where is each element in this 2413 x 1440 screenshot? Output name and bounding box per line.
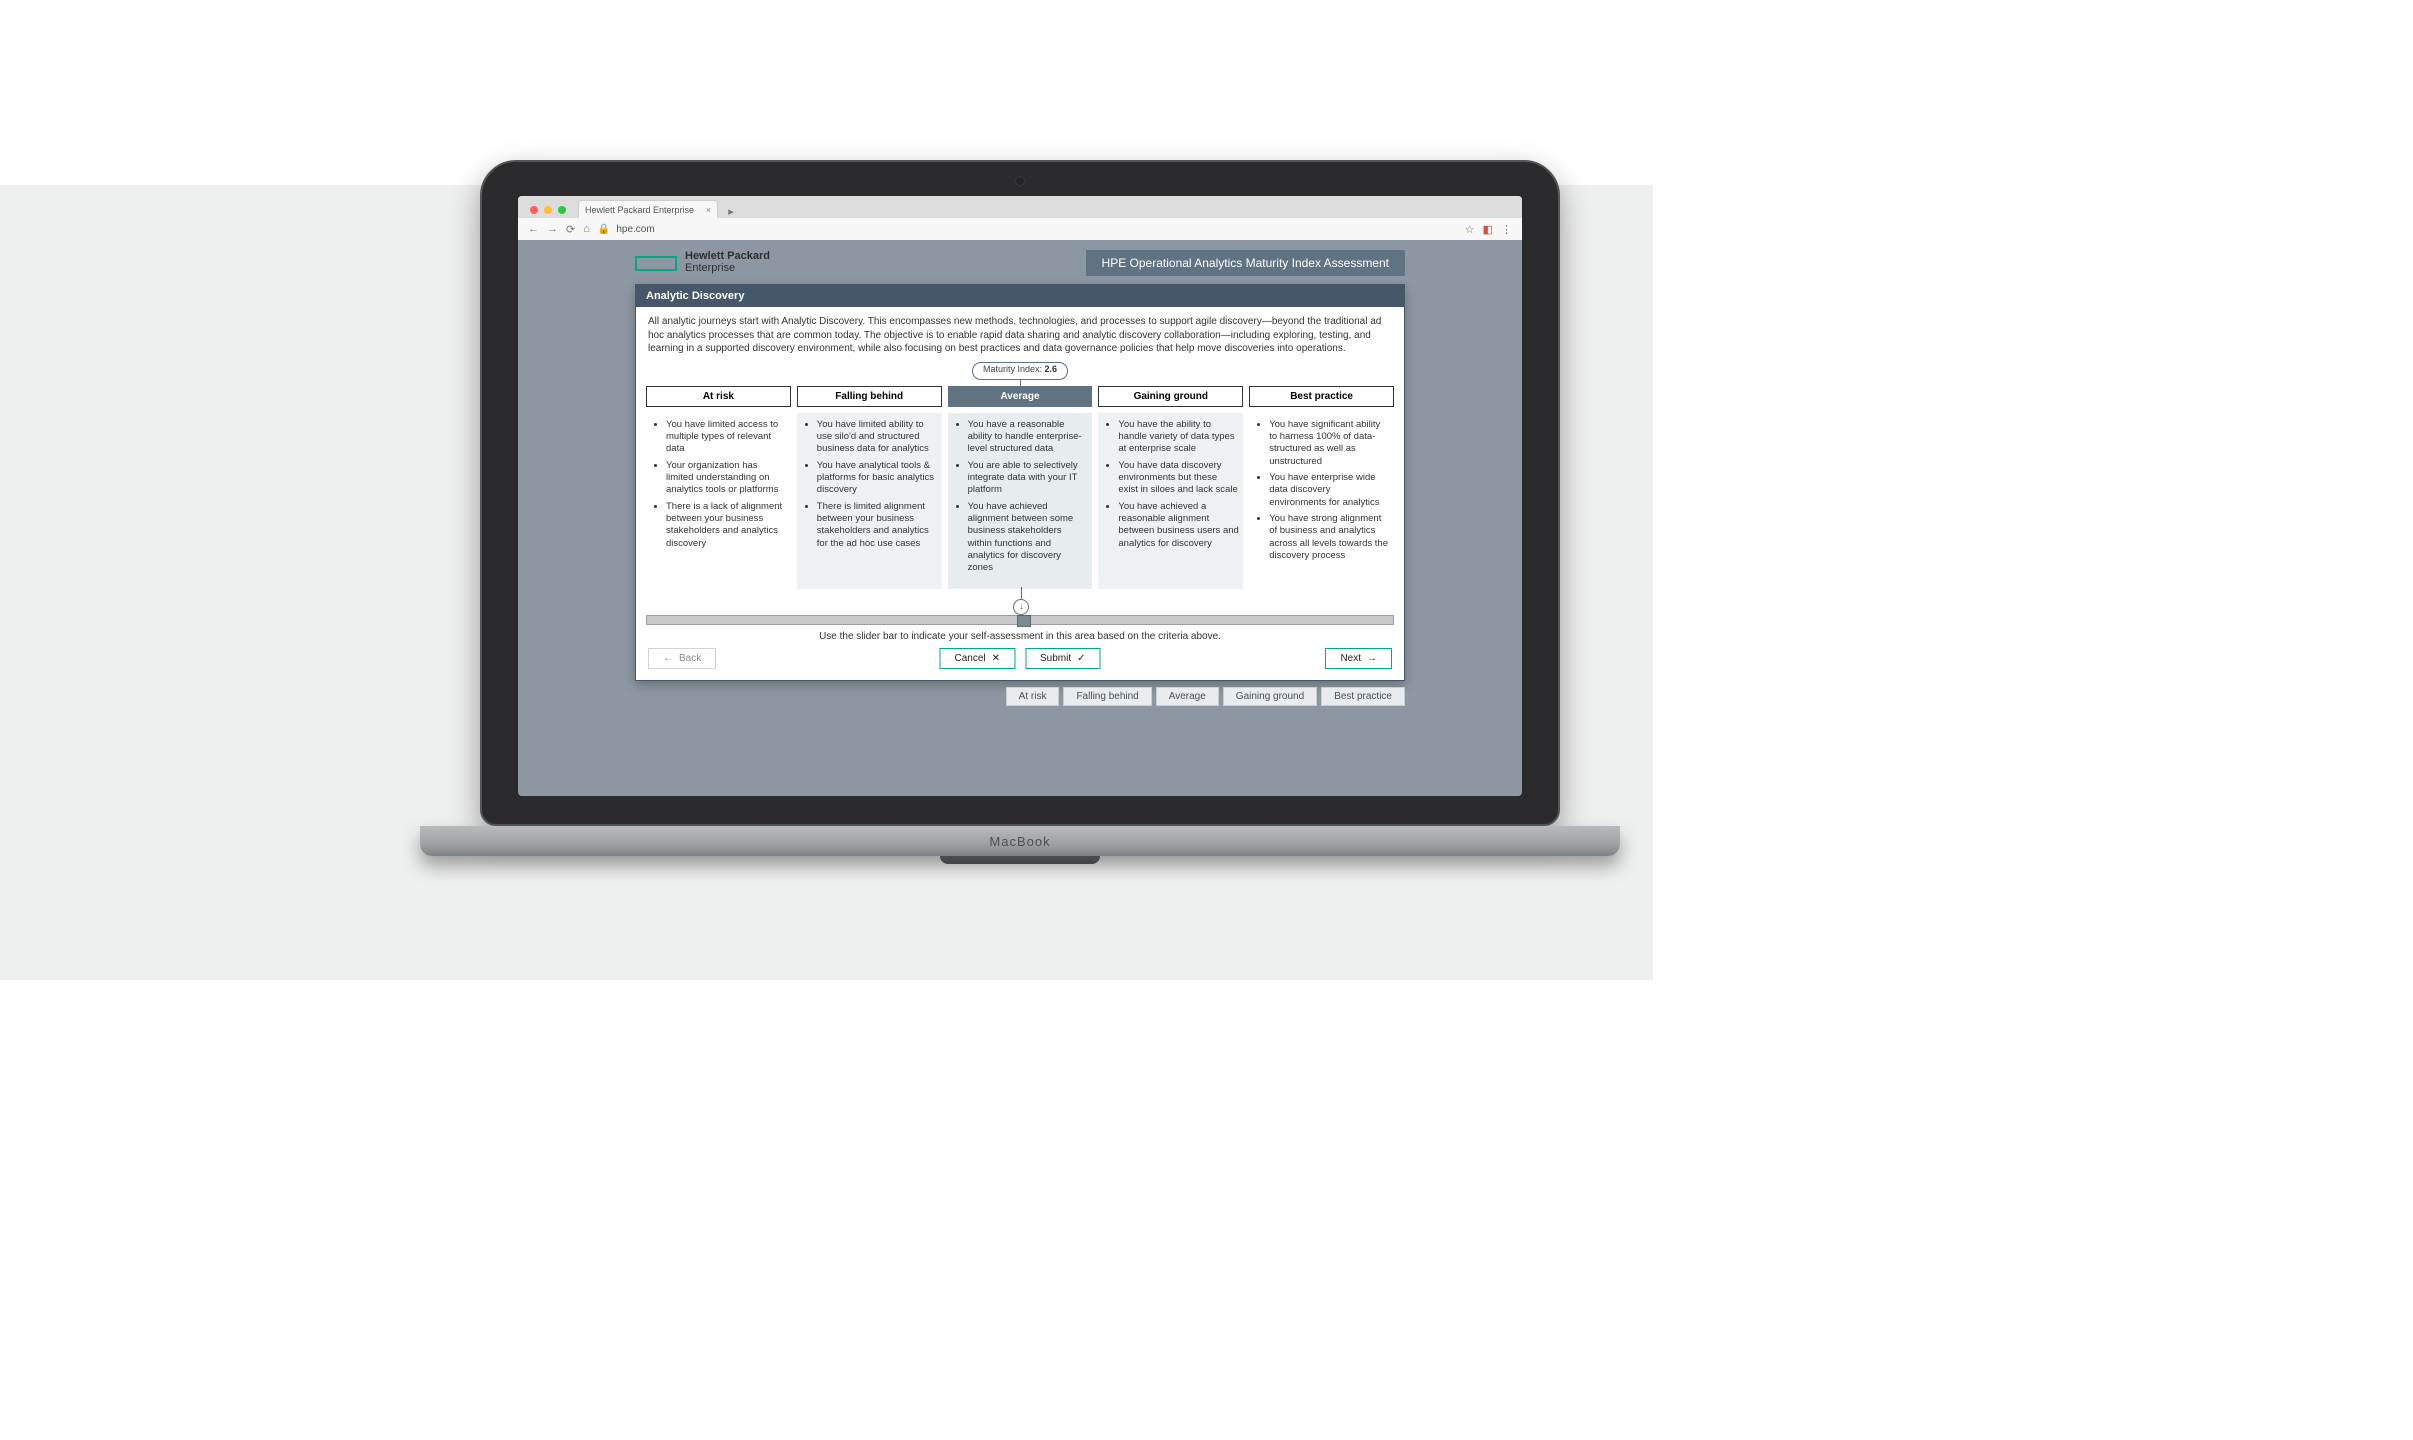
- tab-bar: Hewlett Packard Enterprise × ▸: [518, 196, 1522, 218]
- check-icon: ✓: [1077, 653, 1085, 664]
- pager-tab[interactable]: Gaining ground: [1223, 687, 1317, 706]
- close-dot-icon[interactable]: [530, 206, 538, 214]
- level-bullet: There is a lack of alignment between you…: [666, 501, 787, 550]
- page-title: HPE Operational Analytics Maturity Index…: [1086, 250, 1405, 276]
- level-body: You have significant ability to harness …: [1249, 413, 1394, 589]
- level-bullet: Your organization has limited understand…: [666, 460, 787, 497]
- nav-forward-icon[interactable]: →: [547, 223, 558, 235]
- section-intro: All analytic journeys start with Analyti…: [636, 307, 1404, 362]
- level-header[interactable]: Falling behind: [797, 386, 942, 407]
- cancel-button-label: Cancel: [954, 653, 985, 664]
- level-body: You have limited ability to use silo'd a…: [797, 413, 942, 589]
- camera-dot: [1015, 176, 1025, 186]
- device-brand-label: MacBook: [989, 834, 1050, 849]
- level-bullet: You have a reasonable ability to handle …: [968, 419, 1089, 456]
- level-header[interactable]: At risk: [646, 386, 791, 407]
- maximize-dot-icon[interactable]: [558, 206, 566, 214]
- maturity-index-badge: Maturity Index: 2.6: [972, 362, 1068, 380]
- logo-line2: Enterprise: [685, 262, 735, 274]
- star-icon[interactable]: ☆: [1465, 223, 1475, 236]
- slider-arrow-icon: ↓: [1013, 599, 1029, 615]
- maturity-value: 2.6: [1045, 364, 1058, 374]
- url-text: hpe.com: [616, 224, 654, 235]
- maturity-label: Maturity Index:: [983, 364, 1042, 374]
- card-section-title: Analytic Discovery: [636, 285, 1404, 307]
- hpe-logo: Hewlett Packard Enterprise: [635, 251, 770, 274]
- card-actions: ← Back Cancel ✕ Submit: [636, 650, 1404, 680]
- level-body: You have limited access to multiple type…: [646, 413, 791, 589]
- browser-chrome: Hewlett Packard Enterprise × ▸ ← → ⟳ ⌂ 🔒…: [518, 196, 1522, 241]
- pager-tab[interactable]: Best practice: [1321, 687, 1405, 706]
- arrow-right-icon: →: [1367, 653, 1377, 664]
- tab-close-icon[interactable]: ×: [706, 205, 711, 215]
- level-bullet: You are able to selectively integrate da…: [968, 460, 1089, 497]
- nav-reload-icon[interactable]: ⟳: [566, 223, 575, 236]
- logo-line1: Hewlett Packard: [685, 250, 770, 262]
- submit-button[interactable]: Submit ✓: [1025, 648, 1101, 669]
- level-body: You have the ability to handle variety o…: [1098, 413, 1243, 589]
- level-bullet: You have enterprise wide data discovery …: [1269, 472, 1390, 509]
- address-bar: ← → ⟳ ⌂ 🔒 hpe.com ☆ ◧ ⋮: [518, 218, 1522, 240]
- maturity-badge-row: Maturity Index: 2.6: [636, 362, 1404, 380]
- level-pager-tabs: At riskFalling behind AverageGaining grou…: [635, 687, 1405, 706]
- pager-tab[interactable]: Average: [1156, 687, 1219, 706]
- level-body: You have a reasonable ability to handle …: [948, 413, 1093, 589]
- next-button[interactable]: Next →: [1325, 648, 1392, 669]
- level-header[interactable]: Average: [948, 386, 1093, 407]
- window-traffic-lights: [526, 206, 572, 218]
- level-bullet: You have achieved alignment between some…: [968, 501, 1089, 575]
- laptop-foot: [940, 856, 1100, 864]
- page-header: Hewlett Packard Enterprise HPE Operation…: [635, 250, 1405, 276]
- browser-tab[interactable]: Hewlett Packard Enterprise ×: [578, 200, 718, 218]
- nav-home-icon[interactable]: ⌂: [583, 223, 590, 235]
- slider-handle[interactable]: [1017, 615, 1031, 627]
- maturity-levels-grid: At risk Falling behind AverageGaining grou…: [636, 380, 1404, 589]
- assessment-slider[interactable]: [646, 615, 1394, 625]
- slider-pointer-zone: ↓: [646, 593, 1394, 615]
- back-button[interactable]: ← Back: [648, 648, 716, 669]
- page-body: Hewlett Packard Enterprise HPE Operation…: [518, 240, 1522, 796]
- hpe-logo-text: Hewlett Packard Enterprise: [685, 251, 770, 274]
- laptop-base: MacBook: [420, 826, 1620, 856]
- level-bullet: You have significant ability to harness …: [1269, 419, 1390, 468]
- slider-hint: Use the slider bar to indicate your self…: [636, 627, 1404, 650]
- extension-icon[interactable]: ◧: [1483, 223, 1493, 236]
- back-button-label: Back: [679, 653, 701, 664]
- close-icon: ✕: [992, 653, 1000, 664]
- url-field[interactable]: 🔒 hpe.com: [598, 224, 1457, 235]
- menu-icon[interactable]: ⋮: [1501, 223, 1512, 236]
- nav-back-icon[interactable]: ←: [528, 223, 539, 235]
- laptop-mockup: Hewlett Packard Enterprise × ▸ ← → ⟳ ⌂ 🔒…: [480, 160, 1560, 864]
- assessment-card: Analytic Discovery All analytic journeys…: [635, 284, 1405, 681]
- submit-button-label: Submit: [1040, 653, 1071, 664]
- level-header[interactable]: Best practice: [1249, 386, 1394, 407]
- level-bullet: You have limited ability to use silo'd a…: [817, 419, 938, 456]
- level-bullet: You have limited access to multiple type…: [666, 419, 787, 456]
- level-bullet: You have achieved a reasonable alignment…: [1118, 501, 1239, 550]
- level-header[interactable]: Gaining ground: [1098, 386, 1243, 407]
- level-bullet: There is limited alignment between your …: [817, 501, 938, 550]
- minimize-dot-icon[interactable]: [544, 206, 552, 214]
- cancel-button[interactable]: Cancel ✕: [939, 648, 1015, 669]
- level-bullet: You have analytical tools & platforms fo…: [817, 460, 938, 497]
- level-bullet: You have data discovery environments but…: [1118, 460, 1239, 497]
- tab-title: Hewlett Packard Enterprise: [585, 205, 694, 215]
- pager-tab[interactable]: Falling behind: [1063, 687, 1151, 706]
- next-button-label: Next: [1340, 653, 1361, 664]
- level-bullet: You have the ability to handle variety o…: [1118, 419, 1239, 456]
- hpe-logo-mark: [635, 256, 677, 271]
- new-tab-button[interactable]: ▸: [724, 204, 738, 218]
- pager-tab[interactable]: At risk: [1006, 687, 1060, 706]
- arrow-left-icon: ←: [663, 653, 673, 664]
- level-bullet: You have strong alignment of business an…: [1269, 513, 1390, 562]
- lock-icon: 🔒: [598, 224, 610, 235]
